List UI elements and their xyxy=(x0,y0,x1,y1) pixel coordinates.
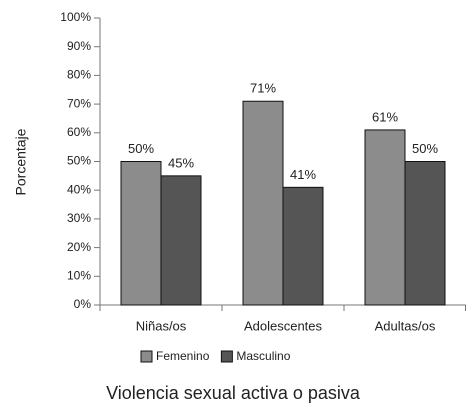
y-tick-label: 70% xyxy=(67,96,91,110)
x-tick-label: Adolescentes xyxy=(244,318,323,333)
y-tick-label: 90% xyxy=(67,39,91,53)
data-label: 71% xyxy=(250,81,276,96)
legend-label: Femenino xyxy=(156,349,210,363)
y-axis-label: Porcentaje xyxy=(13,128,29,195)
x-tick-label: Adultas/os xyxy=(375,318,436,333)
y-tick-label: 100% xyxy=(60,10,91,24)
bar xyxy=(404,161,446,306)
legend-swatch xyxy=(220,350,233,363)
y-tick-label: 10% xyxy=(67,268,91,282)
data-label: 45% xyxy=(168,155,194,170)
data-label: 50% xyxy=(128,141,154,156)
bar xyxy=(282,186,324,306)
y-tick-label: 40% xyxy=(67,182,91,196)
chart-title: Violencia sexual activa o pasiva xyxy=(106,383,361,403)
data-label: 61% xyxy=(372,109,398,124)
y-tick-label: 30% xyxy=(67,211,91,225)
bar xyxy=(364,129,406,306)
bar xyxy=(242,100,284,306)
y-tick-label: 0% xyxy=(74,297,92,311)
legend-label: Masculino xyxy=(236,349,290,363)
y-tick-label: 60% xyxy=(67,125,91,139)
legend-swatch xyxy=(140,350,153,363)
y-tick-label: 50% xyxy=(67,154,91,168)
bar xyxy=(120,161,162,306)
data-label: 50% xyxy=(412,141,438,156)
y-tick-label: 80% xyxy=(67,68,91,82)
y-tick-label: 20% xyxy=(67,240,91,254)
data-label: 41% xyxy=(290,167,316,182)
x-tick-label: Niñas/os xyxy=(136,318,187,333)
bar xyxy=(160,175,202,306)
